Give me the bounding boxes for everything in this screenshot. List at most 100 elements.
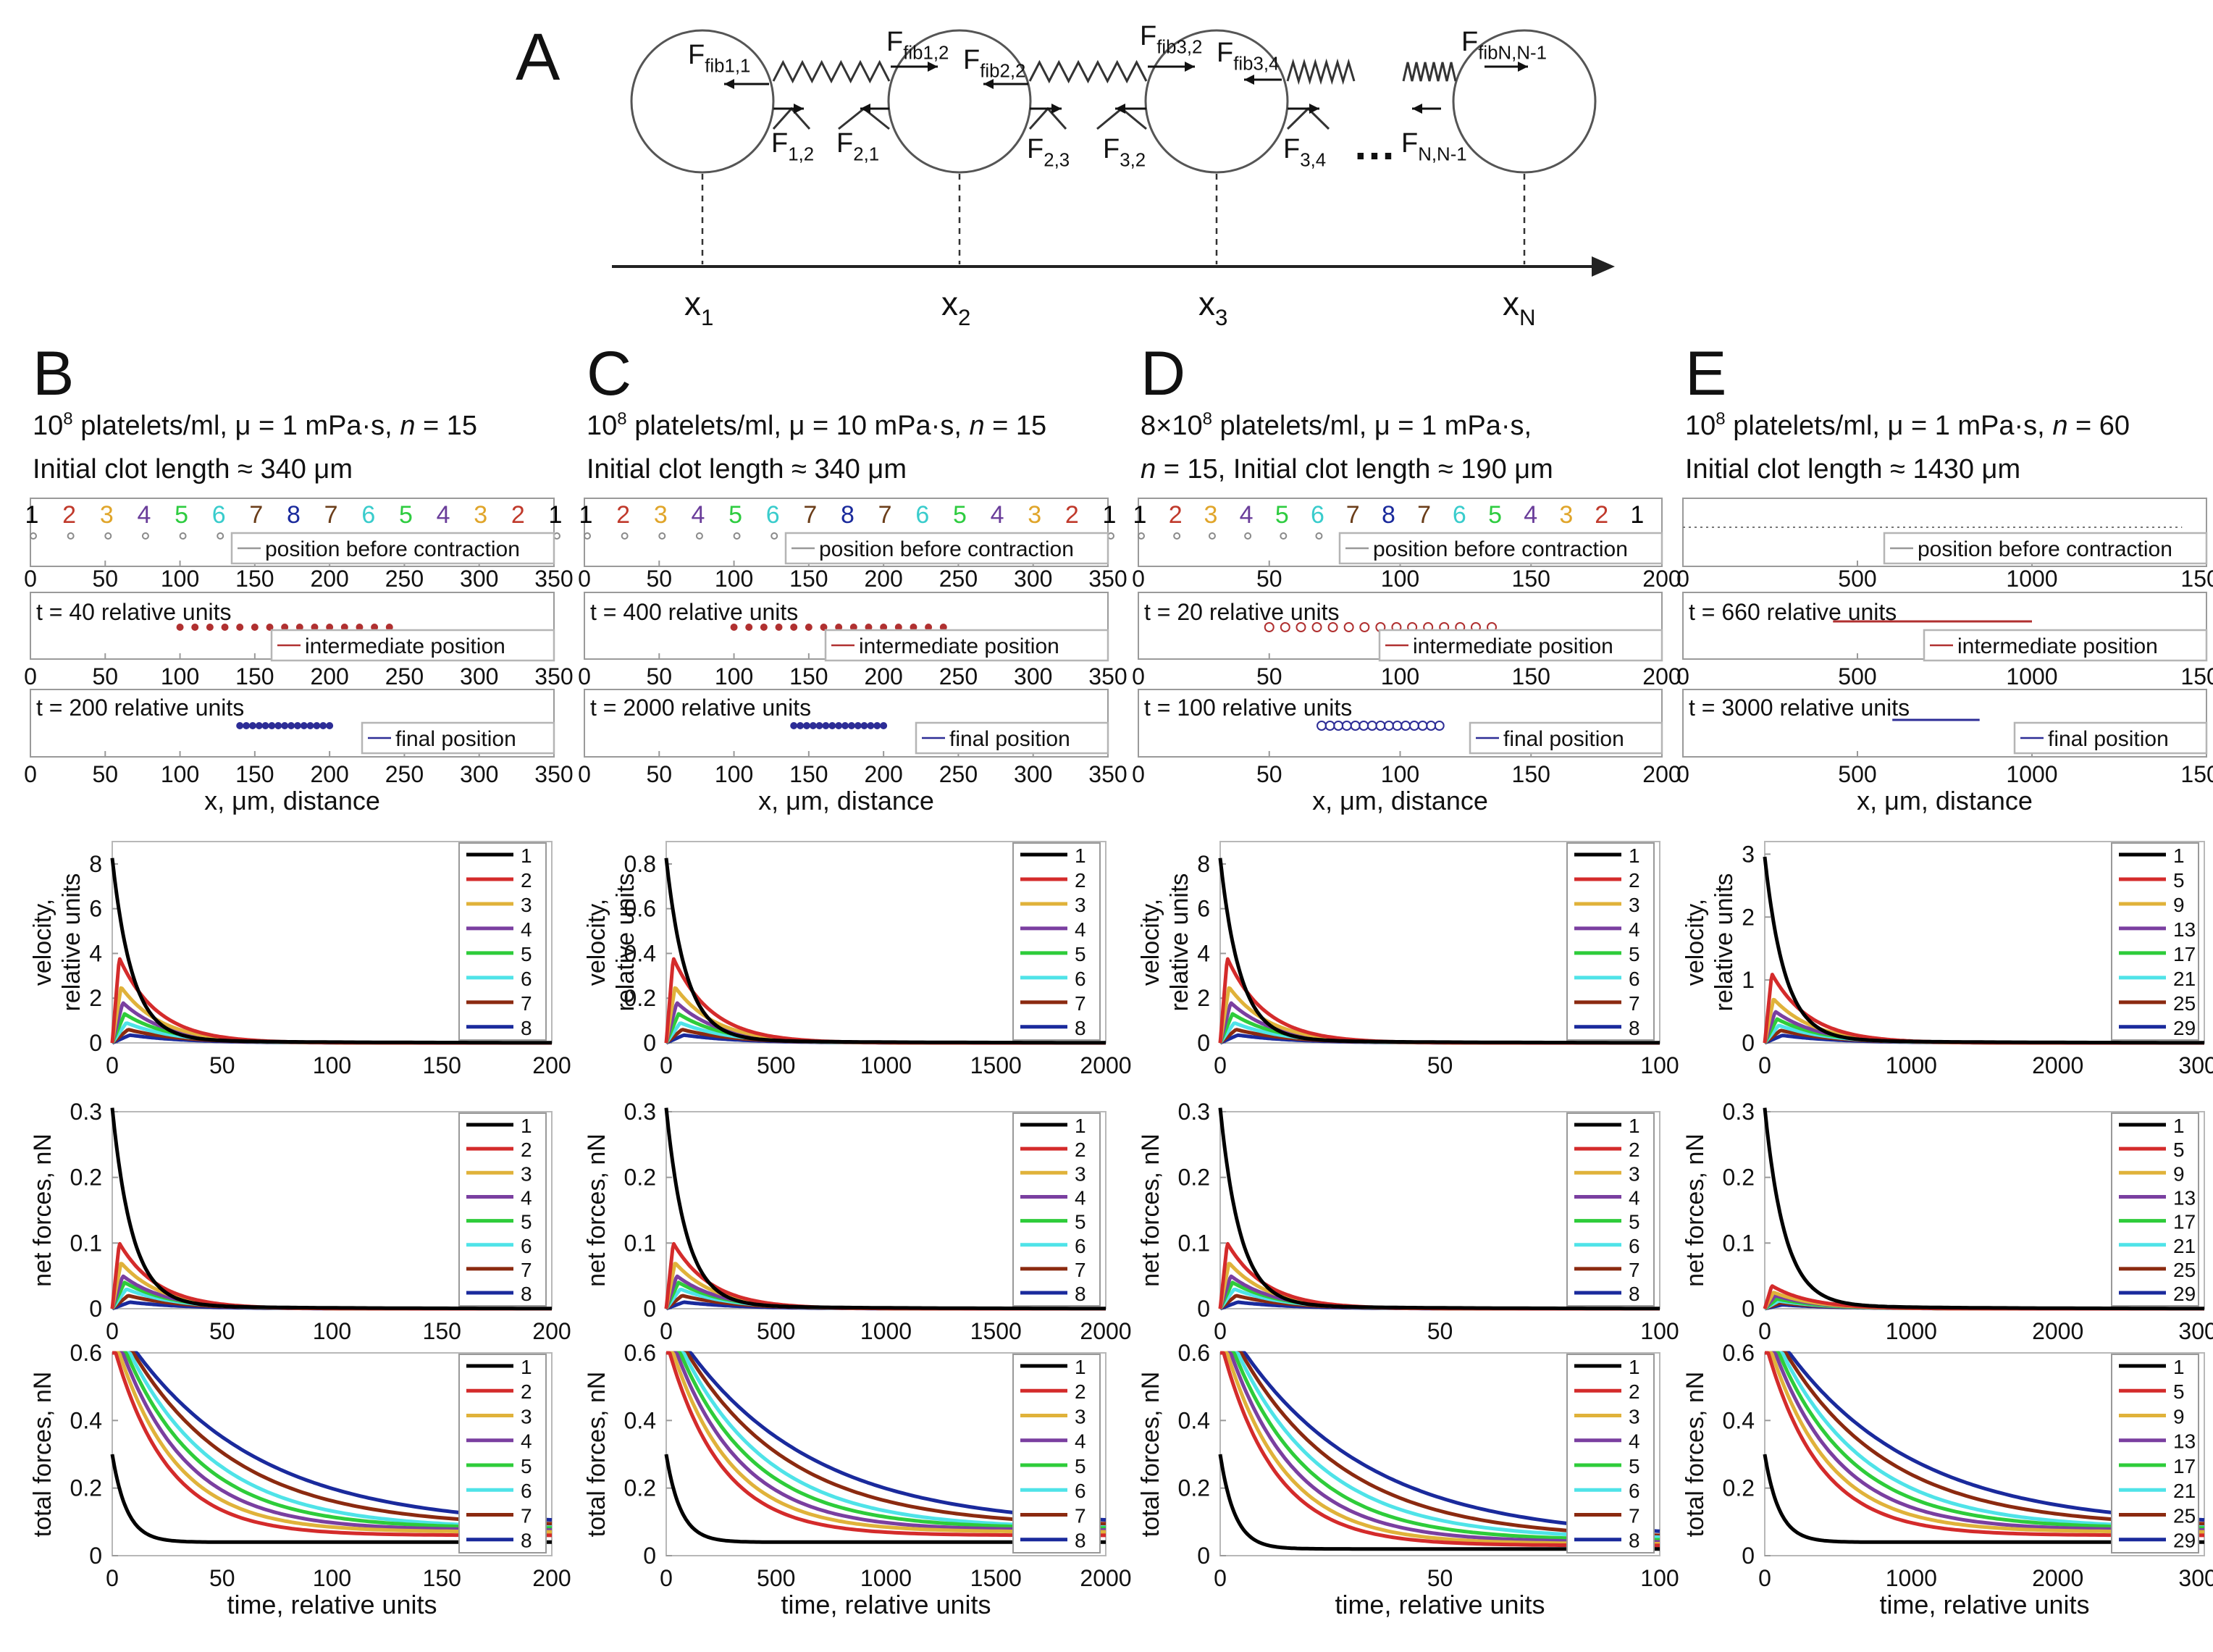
legend-intermediate-box (270, 629, 555, 662)
net-ytick-label: 0 (1742, 1296, 1755, 1322)
net-legend-box (1566, 1112, 1655, 1307)
net-ytick-label: 0.2 (1723, 1165, 1755, 1191)
position-tick-label: 0 (578, 761, 591, 787)
net-xtick-label: 200 (532, 1318, 571, 1344)
intermediate-position-dot (1296, 622, 1306, 632)
legend-label: 5 (521, 943, 532, 965)
series-line-5 (1218, 1351, 1660, 1542)
series-line-4 (664, 1351, 1106, 1532)
legend-label: 1 (2173, 1115, 2185, 1137)
total-ytick-label: 0 (1197, 1543, 1210, 1569)
series-line-1 (110, 1107, 552, 1311)
force-arrow-head (1309, 104, 1319, 114)
legend-label: 8 (521, 1017, 532, 1039)
position-tick-label: 200 (1642, 566, 1681, 592)
legend-label: 2 (1629, 1380, 1640, 1403)
platelet-link (1028, 106, 1067, 130)
series-line-2 (110, 1351, 552, 1538)
platelet-number-label: 4 (1524, 501, 1537, 529)
platelet-number-label: 7 (324, 501, 338, 529)
panel-title-line: 108 platelets/ml, μ = 1 mPa·s, n = 60 (1685, 409, 2130, 441)
panel-title-line: Initial clot length ≈ 340 μm (33, 454, 353, 485)
velocity-ytick-label: 0.6 (624, 896, 656, 922)
legend-label: 7 (1629, 992, 1640, 1015)
total-xtick-label: 0 (1214, 1565, 1227, 1591)
velocity-ylabel: relative units (58, 873, 85, 1012)
position-tick-label: 200 (1642, 761, 1681, 787)
velocity-xtick-label: 100 (313, 1052, 351, 1078)
final-position-dot (880, 722, 888, 729)
platelet-number-label: 5 (1275, 501, 1289, 529)
net-ytick-label: 0 (643, 1296, 656, 1322)
total-xtick-label: 0 (660, 1565, 673, 1591)
force-arrow-head (860, 104, 870, 114)
position-tick-label: 50 (92, 761, 118, 787)
legend-label: 7 (1629, 1504, 1640, 1527)
legend-intermediate-text: intermediate position (1957, 634, 2158, 658)
force-label: F1,2 (771, 128, 814, 164)
position-tick-label: 0 (1676, 566, 1689, 592)
legend-label: 1 (1075, 844, 1086, 867)
net-xtick-label: 150 (423, 1318, 461, 1344)
total-ytick-label: 0.4 (70, 1407, 102, 1433)
total-ytick-label: 0.6 (1178, 1340, 1210, 1366)
legend-label: 5 (1075, 943, 1086, 965)
series-line-4 (110, 1351, 552, 1532)
net-legend-box (2111, 1112, 2199, 1307)
velocity-xtick-label: 0 (106, 1052, 119, 1078)
series-line-2 (1218, 1351, 1660, 1548)
series-line-1 (110, 858, 553, 1045)
legend-label: 1 (1629, 1356, 1640, 1378)
velocity-ytick-label: 2 (89, 985, 102, 1011)
force-label: Ffib3,4 (1217, 38, 1279, 74)
velocity-xtick-label: 1500 (970, 1052, 1022, 1078)
force-arrow-head (983, 79, 994, 89)
velocity-ylabel: velocity, (29, 899, 56, 986)
legend-label: 21 (2173, 1480, 2196, 1502)
legend-label: 9 (2173, 1405, 2185, 1427)
platelet-number-label: 1 (1103, 501, 1117, 529)
legend-label: 2 (1075, 1139, 1086, 1161)
series-line-7 (110, 1351, 553, 1526)
position-tick-label: 150 (235, 761, 274, 787)
intermediate-position-dot (266, 624, 274, 631)
legend-label: 2 (521, 1380, 532, 1403)
final-position-dot (809, 722, 817, 729)
position-tick-label: 100 (715, 566, 753, 592)
legend-label: 4 (1075, 918, 1086, 941)
net-ylabel: net forces, nN (29, 1133, 56, 1287)
total-xtick-label: 1500 (970, 1565, 1022, 1591)
series-line-5 (664, 1351, 1106, 1530)
initial-position-dot (104, 532, 112, 540)
initial-position-dot (179, 532, 187, 540)
legend-label: 17 (2173, 943, 2196, 965)
final-time-label: t = 2000 relative units (590, 695, 811, 721)
legend-final-text: final position (1503, 727, 1624, 751)
velocity-legend-box (1012, 842, 1101, 1041)
position-tick-label: 0 (578, 566, 591, 592)
series-line-21 (1763, 1351, 2205, 1530)
platelet-number-label: 4 (137, 501, 151, 529)
net-xtick-label: 100 (1640, 1318, 1679, 1344)
position-tick-label: 150 (235, 663, 274, 689)
platelet-number-label: 3 (1028, 501, 1041, 529)
velocity-legend-box (2111, 842, 2199, 1041)
total-legend-box (1566, 1354, 1655, 1554)
position-tick-label: 0 (1132, 761, 1145, 787)
panel-a: A Ffib1,1 Ffib1,2 Ffib2,2 Ffib3,2 Ffib3,4 Ffib… (516, 20, 1615, 330)
legend-label: 1 (521, 844, 532, 867)
legend-label: 5 (2173, 1380, 2185, 1403)
velocity-ytick-label: 3 (1742, 841, 1755, 867)
position-tick-label: 200 (864, 761, 902, 787)
platelet-number-label: 6 (212, 501, 226, 529)
velocity-ylabel: relative units (1166, 873, 1193, 1012)
net-xtick-label: 0 (106, 1318, 119, 1344)
legend-label: 29 (2173, 1017, 2196, 1039)
total-legend-box (1012, 1354, 1101, 1554)
platelet-number-label: 3 (1204, 501, 1218, 529)
total-xtick-label: 50 (209, 1565, 235, 1591)
velocity-ytick-label: 2 (1742, 904, 1755, 930)
series-line-1 (1218, 858, 1660, 1045)
legend-label: 21 (2173, 1235, 2196, 1257)
